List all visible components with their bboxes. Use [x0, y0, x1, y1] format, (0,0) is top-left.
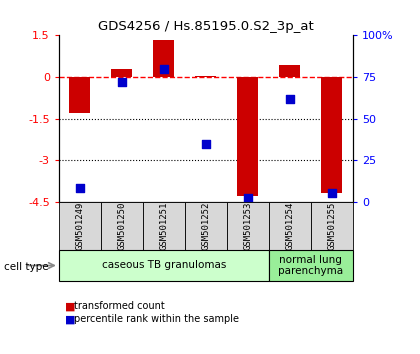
Bar [153, 40, 174, 77]
Point [76, 185, 83, 191]
Text: GSM501255: GSM501255 [327, 201, 336, 250]
Bar [279, 64, 300, 77]
Bar [269, 202, 311, 250]
Text: GSM501251: GSM501251 [159, 201, 168, 250]
Bar [59, 250, 269, 281]
Text: GSM501252: GSM501252 [201, 201, 210, 250]
Title: GDS4256 / Hs.85195.0.S2_3p_at: GDS4256 / Hs.85195.0.S2_3p_at [98, 20, 314, 33]
Text: ■: ■ [65, 301, 76, 311]
Point [160, 66, 167, 72]
Bar [143, 202, 185, 250]
Text: caseous TB granulomas: caseous TB granulomas [102, 261, 226, 270]
Point [244, 196, 251, 201]
Text: ■: ■ [65, 314, 76, 324]
Text: cell type: cell type [4, 262, 49, 272]
Bar [69, 77, 90, 113]
Point [328, 190, 335, 196]
Text: GSM501254: GSM501254 [285, 201, 294, 250]
Bar [227, 202, 269, 250]
Text: normal lung
parenchyma: normal lung parenchyma [278, 255, 344, 276]
Text: GSM501253: GSM501253 [243, 201, 252, 250]
Bar [101, 202, 143, 250]
Bar [59, 202, 101, 250]
Bar [321, 77, 342, 193]
Text: GSM501250: GSM501250 [117, 201, 126, 250]
Bar [237, 77, 258, 196]
Point [286, 96, 293, 102]
Bar [185, 202, 227, 250]
Text: percentile rank within the sample: percentile rank within the sample [74, 314, 239, 324]
Text: GSM501249: GSM501249 [75, 201, 84, 250]
Bar [195, 76, 216, 77]
Text: transformed count: transformed count [74, 301, 164, 311]
Bar [111, 69, 132, 77]
Bar [269, 250, 353, 281]
Point [202, 141, 209, 147]
Point [118, 79, 125, 85]
Bar [311, 202, 353, 250]
